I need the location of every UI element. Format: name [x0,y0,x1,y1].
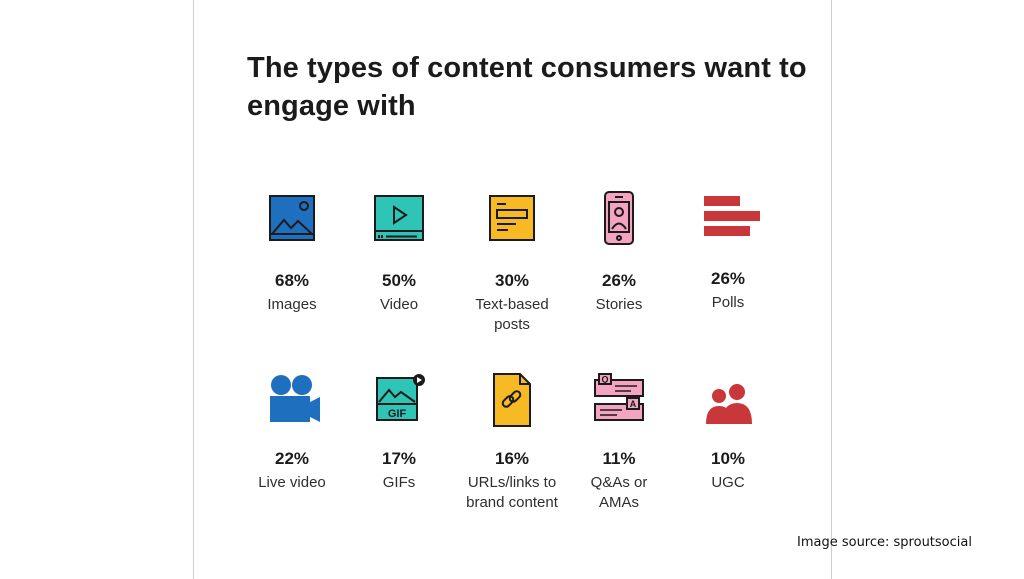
category-label: URLs/links to brand content [466,474,558,511]
category-label: Stories [595,296,643,313]
value-label: 30% [494,271,530,290]
item-ugc: 10% UGC [653,372,803,493]
link-document-icon [493,373,531,427]
infographic-panel: The types of content consumers want to e… [193,0,832,579]
item-text-based-posts: 30% Text-based posts [437,194,587,335]
category-label: GIFs [382,474,416,491]
category-label: Polls [711,294,745,311]
value-label: 50% [381,271,417,290]
value-label: 11% [602,449,636,468]
chart-title: The types of content consumers want to e… [247,52,807,122]
category-label: Images [267,296,317,313]
category-label: Text-based posts [475,296,549,333]
item-polls: 26% Polls [653,192,803,313]
video-camera-icon [270,375,320,422]
category-label: Video [379,296,419,313]
text-post-icon [489,195,535,241]
item-stories: 26% Stories [544,188,694,315]
gif-icon: GIF [376,374,425,421]
value-label: 26% [601,271,637,290]
item-urls-links: 16% URLs/links to brand content [437,372,587,513]
svg-text:Q: Q [601,375,608,385]
svg-text:GIF: GIF [388,408,407,420]
item-video: 50% Video [324,194,474,315]
qa-bubbles-icon: Q Q A [594,373,644,421]
poll-bars-icon [704,196,760,236]
value-label: 17% [381,449,417,468]
category-label: Q&As or AMAs [590,474,648,511]
phone-story-icon [604,191,634,245]
item-images: 68% Images [217,194,367,315]
svg-text:A: A [630,399,637,409]
users-icon [706,384,752,424]
item-live-video: 22% Live video [217,372,367,493]
value-label: 22% [274,449,310,468]
value-label: 16% [494,449,530,468]
category-label: Live video [258,474,326,491]
value-label: 26% [710,269,746,288]
category-label: UGC [711,474,745,491]
image-icon [269,195,315,241]
image-source-caption: Image source: sproutsocial [797,535,972,550]
item-gifs: GIF 17% GIFs [324,372,474,493]
value-label: 10% [710,449,746,468]
value-label: 68% [274,271,310,290]
item-qas-amas: Q Q A 11% Q&As or AMAs [544,372,694,513]
video-player-icon [374,195,424,241]
